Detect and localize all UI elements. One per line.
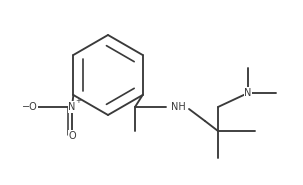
Text: −O: −O bbox=[22, 102, 38, 112]
Text: N: N bbox=[68, 102, 76, 112]
Text: NH: NH bbox=[171, 102, 185, 112]
Text: N: N bbox=[244, 88, 252, 98]
Text: O: O bbox=[68, 131, 76, 141]
Text: +: + bbox=[75, 98, 81, 104]
